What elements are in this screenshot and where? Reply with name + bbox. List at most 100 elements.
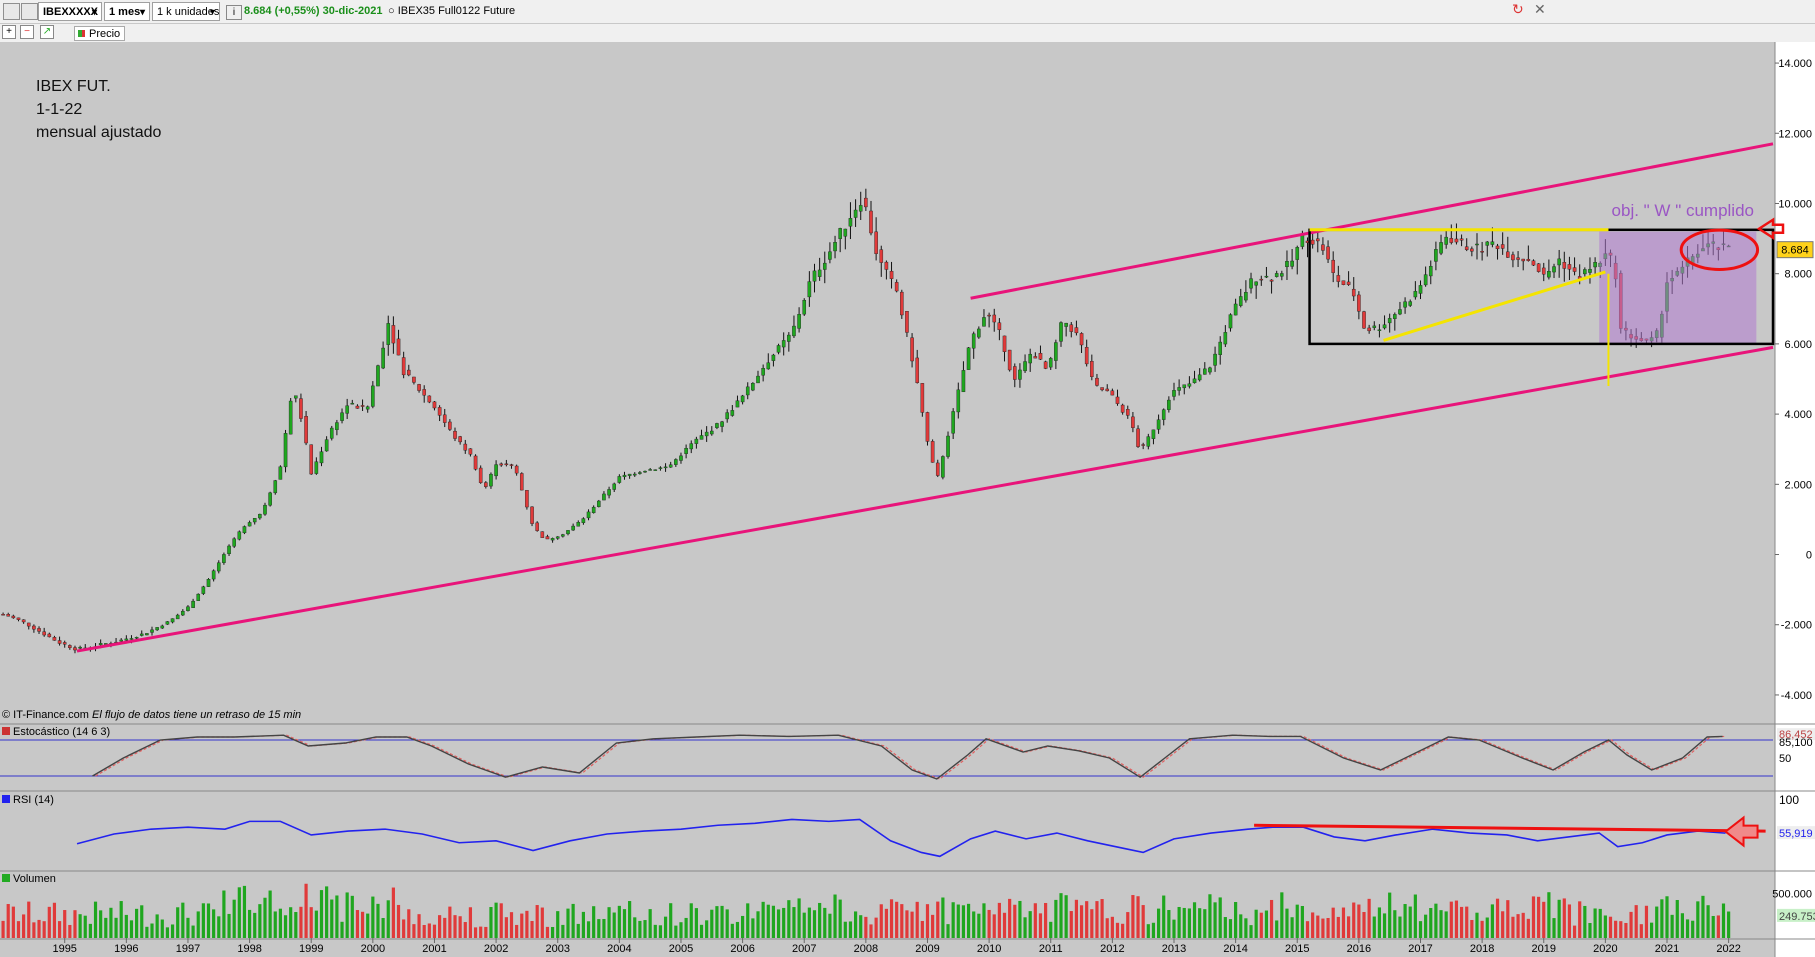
volume-bar [1254, 909, 1258, 938]
candle-body [1115, 396, 1120, 404]
candle-body [1454, 238, 1459, 243]
candle-body [78, 646, 82, 649]
candle-body [1310, 239, 1315, 245]
volume-bar [925, 904, 930, 938]
volume-bar [674, 925, 678, 938]
volume-bar [581, 911, 585, 938]
rsi-line [76, 818, 1726, 858]
volume-legend-swatch [2, 874, 10, 882]
candle-body [252, 518, 257, 523]
candle-body [1218, 341, 1223, 355]
volume-bar [530, 920, 534, 938]
candle-body [1541, 267, 1546, 275]
volume-bar [52, 902, 57, 938]
volume-bar [155, 914, 159, 938]
rsi-trendline [1254, 823, 1766, 833]
candle-body [930, 441, 935, 463]
candle-body [627, 473, 632, 476]
volume-bar [1105, 918, 1109, 938]
symbol-select[interactable]: IBEXXXXX [38, 2, 102, 22]
volume-bar [1156, 908, 1161, 938]
volume-bar [227, 913, 231, 938]
candle-body [822, 262, 827, 270]
candle-chart-icon[interactable] [3, 3, 20, 20]
candle-body [1480, 251, 1484, 253]
candle-body [216, 562, 221, 572]
candle-body [1192, 378, 1197, 384]
volume-bar [1403, 904, 1407, 938]
candle-body [1290, 260, 1294, 267]
volume-bar [1578, 901, 1582, 938]
candle-body [704, 431, 709, 437]
candle-body [771, 354, 776, 361]
export-icon[interactable]: ↗ [40, 25, 54, 39]
volume-bar [124, 914, 128, 938]
volume-bar [1300, 905, 1304, 938]
remove-icon[interactable]: − [20, 25, 34, 39]
candle-body [1588, 268, 1592, 273]
candle-body [1321, 244, 1325, 251]
candle-body [530, 506, 534, 524]
volume-bar [1151, 922, 1156, 938]
volume-bar [1495, 898, 1500, 938]
candle-body [653, 469, 658, 471]
volume-bar [1033, 903, 1037, 938]
units-select[interactable]: 1 k unidades [152, 2, 220, 22]
source-label: © IT-Finance.com [2, 709, 89, 721]
candle-body [756, 375, 760, 384]
volume-bar [910, 911, 914, 938]
channel-lower-line [76, 345, 1774, 653]
candle-body [1223, 332, 1228, 345]
candle-body [499, 463, 504, 466]
refresh-icon[interactable]: ↻ [1512, 1, 1524, 17]
volume-bar [443, 917, 447, 938]
candle-body [263, 504, 267, 515]
candle-body [139, 633, 144, 636]
candle-body [1428, 265, 1433, 277]
volume-bar [997, 902, 1001, 938]
candle-body [514, 465, 519, 474]
volume-bar [1198, 908, 1202, 938]
year-tick-label: 2015 [1285, 943, 1309, 955]
volume-bar [838, 899, 842, 938]
period-select[interactable]: 1 mes [104, 2, 150, 22]
volume-bar [135, 908, 139, 938]
volume-bar [889, 899, 894, 938]
candle-body [432, 401, 437, 409]
volume-bar [1614, 920, 1618, 938]
volume-bar [1121, 923, 1125, 938]
candle-body [427, 395, 432, 403]
candle-body [1464, 246, 1469, 250]
add-icon[interactable]: + [2, 25, 16, 39]
rsi-label: RSI (14) [13, 794, 54, 806]
volume-bar [417, 914, 421, 938]
volume-bar [869, 924, 873, 938]
price-series-chip[interactable]: Precio [74, 26, 126, 41]
volume-bar [571, 903, 575, 938]
volume-value-box [1777, 908, 1815, 922]
candle-body [1100, 387, 1104, 391]
volume-bar [946, 924, 950, 938]
candle-body [1351, 288, 1356, 297]
volume-bar [771, 905, 776, 938]
candle-body [463, 443, 468, 451]
volume-bar [1126, 912, 1130, 938]
info-icon[interactable]: i [226, 5, 242, 20]
candle-body [448, 421, 452, 430]
volume-bar [689, 903, 693, 938]
candle-body [668, 464, 673, 468]
volume-bar [386, 900, 390, 938]
volume-bar [648, 909, 652, 938]
stoch-main-line [92, 734, 1723, 780]
candle-body [16, 617, 21, 620]
candle-body [679, 455, 683, 461]
candle-body [1331, 259, 1335, 273]
volume-bar [1506, 900, 1510, 938]
candle-body [21, 619, 26, 623]
candle-body [910, 337, 914, 362]
volume-bar [710, 909, 714, 938]
volume-bar [350, 895, 354, 938]
price-tick-label: -2.000 [1781, 620, 1812, 632]
candle-body [1557, 258, 1561, 266]
close-icon[interactable]: ✕ [1534, 1, 1546, 17]
